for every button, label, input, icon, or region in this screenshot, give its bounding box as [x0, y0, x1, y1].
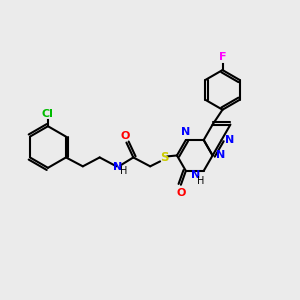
Text: N: N — [113, 162, 122, 172]
Text: N: N — [181, 127, 190, 137]
Text: H: H — [197, 176, 204, 186]
Text: N: N — [191, 170, 200, 180]
Text: H: H — [120, 166, 127, 176]
Text: N: N — [216, 150, 225, 161]
Text: F: F — [219, 52, 226, 62]
Text: Cl: Cl — [41, 109, 53, 119]
Text: O: O — [176, 188, 186, 198]
Text: S: S — [160, 151, 168, 164]
Text: O: O — [121, 130, 130, 141]
Text: N: N — [225, 135, 234, 145]
